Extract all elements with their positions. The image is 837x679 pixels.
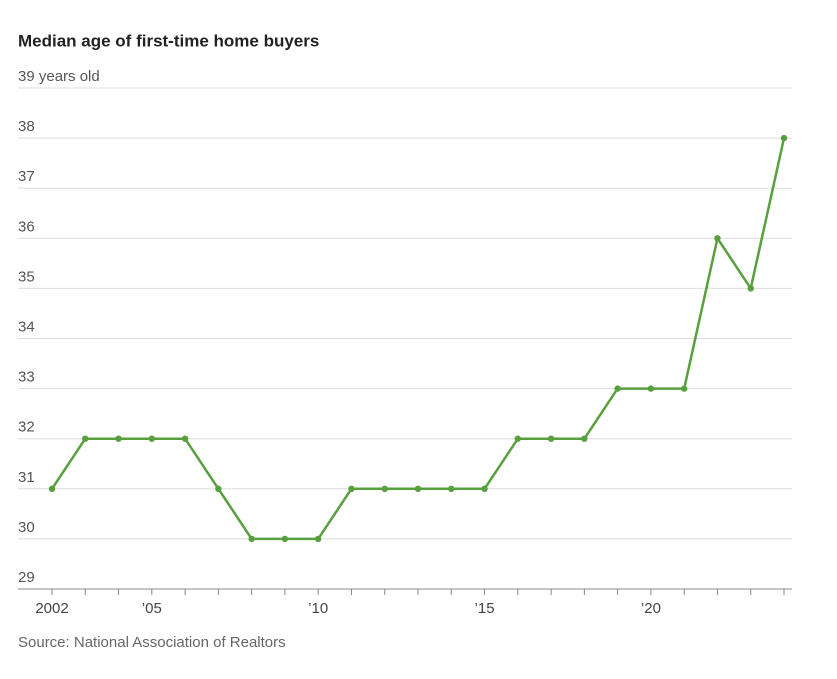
y-tick-label: 32 — [18, 419, 35, 436]
data-point — [348, 485, 355, 492]
source-note: Source: National Association of Realtors — [18, 634, 286, 651]
y-tick-label: 37 — [18, 168, 35, 185]
y-tick-label: 31 — [18, 469, 35, 486]
data-point — [680, 385, 688, 392]
data-point — [248, 535, 255, 543]
data-point — [82, 435, 89, 442]
data-point — [481, 485, 488, 492]
y-tick-label: 38 — [18, 118, 35, 135]
data-point — [181, 435, 189, 442]
data-point — [780, 134, 788, 142]
data-point — [747, 285, 754, 292]
x-tick-label: ’20 — [641, 600, 661, 617]
data-point — [215, 485, 222, 492]
x-tick-label: ’10 — [308, 600, 328, 617]
data-point — [115, 435, 122, 442]
y-tick-label: 34 — [18, 318, 35, 335]
x-tick-label: 2002 — [35, 600, 68, 617]
data-point — [148, 435, 156, 442]
data-point — [414, 485, 422, 492]
data-point — [614, 385, 621, 392]
y-tick-label: 29 — [18, 569, 35, 586]
data-point — [448, 485, 455, 492]
data-point — [514, 435, 522, 442]
data-point — [714, 235, 721, 242]
y-tick-label: 35 — [18, 268, 35, 285]
y-tick-label: 39 years old — [18, 68, 100, 85]
y-tick-label: 33 — [18, 369, 35, 386]
data-point — [48, 485, 56, 492]
data-point — [647, 385, 655, 392]
y-tick-label: 30 — [18, 519, 35, 536]
data-point — [581, 435, 588, 442]
chart-title: Median age of first-time home buyers — [18, 31, 319, 50]
data-point — [314, 535, 322, 543]
data-point — [281, 535, 289, 543]
y-tick-label: 36 — [18, 218, 35, 235]
data-point — [381, 485, 388, 492]
data-point — [547, 435, 555, 442]
x-tick-label: ’05 — [142, 600, 162, 617]
x-tick-label: ’15 — [475, 600, 495, 617]
